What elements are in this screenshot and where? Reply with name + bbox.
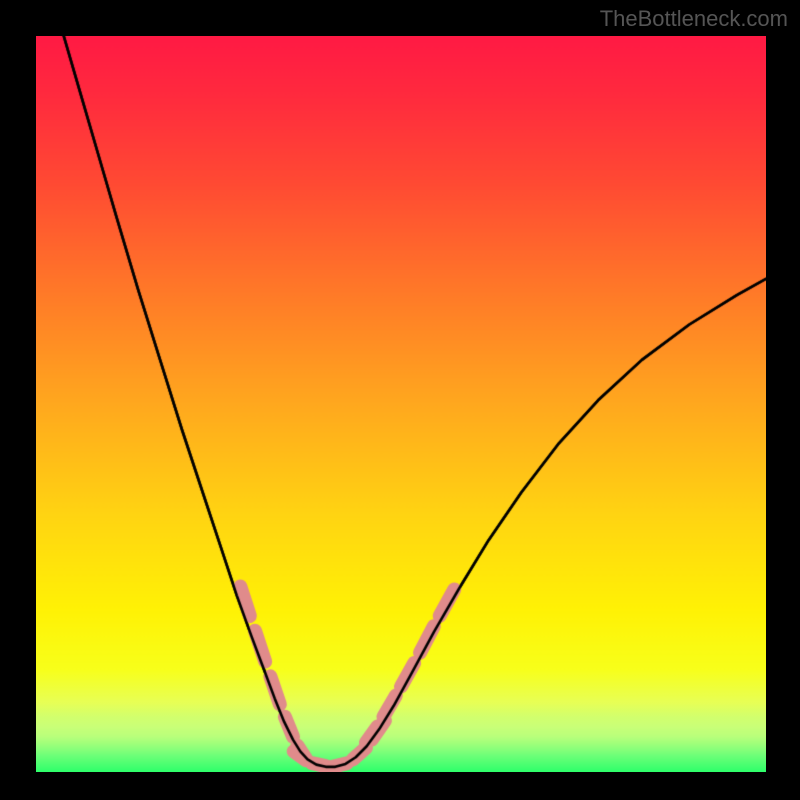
watermark-text: TheBottleneck.com	[600, 6, 788, 32]
plot-area	[36, 36, 766, 772]
stage: TheBottleneck.com	[0, 0, 800, 800]
bottleneck-curve	[36, 36, 766, 772]
